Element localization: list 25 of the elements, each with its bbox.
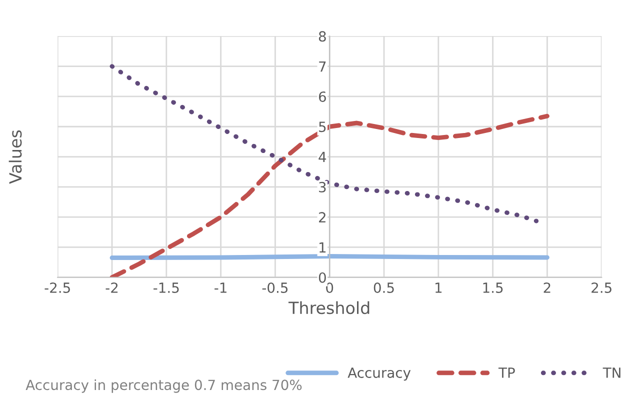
x-tick-label: -2.5: [44, 282, 70, 293]
x-tick-label: -2: [106, 282, 118, 293]
x-tick-label: 2.5: [592, 282, 612, 293]
x-tick-label: 0.5: [374, 282, 394, 293]
x-axis-title: Threshold: [288, 301, 370, 314]
legend-label: TP: [498, 368, 515, 378]
y-tick-label: 8: [318, 31, 326, 42]
y-tick-label: 3: [319, 182, 326, 192]
x-tick-label: 1.5: [483, 282, 503, 293]
text: Accuracy in percentage 0.7 means 70%: [26, 379, 302, 393]
y-tick-label: 2: [319, 212, 326, 222]
y-tick-label: 0: [318, 272, 326, 283]
x-tick-label: -0.5: [262, 282, 288, 293]
y-tick-label: 5: [319, 122, 326, 132]
legend-label: TN: [602, 368, 620, 378]
x-tick-label: -1: [214, 282, 226, 293]
legend-label: Accuracy: [348, 368, 411, 381]
x-tick-label: -1.5: [154, 282, 179, 293]
x-tick-label: 2: [544, 282, 550, 293]
y-tick-label: 1: [320, 242, 326, 253]
y-tick-label: 4: [318, 152, 326, 162]
y-tick-label: 6: [318, 91, 326, 102]
y-axis-title: Values: [8, 130, 22, 184]
y-tick-label: 7: [319, 61, 326, 72]
x-tick-label: 1: [436, 282, 442, 293]
